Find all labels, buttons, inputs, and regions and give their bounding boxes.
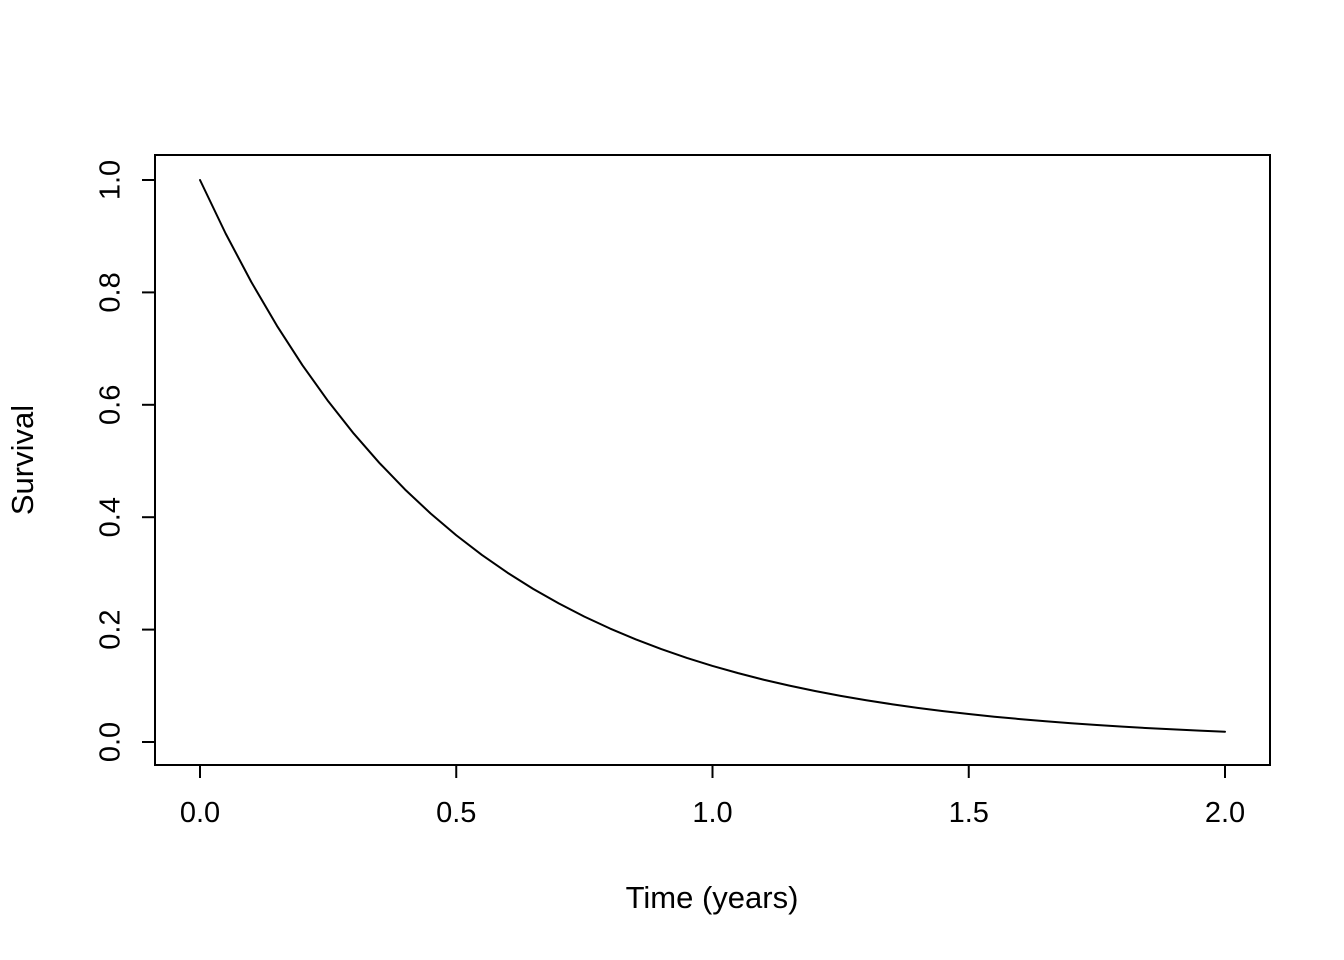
y-tick-label: 0.6 [95,385,127,425]
survival-curve-line [199,179,1226,733]
x-axis: 0.0 0.5 1.0 1.5 2.0 [180,765,1245,829]
y-tick-label: 0.4 [95,497,127,537]
y-axis-label: Survival [5,405,40,515]
survival-curve [199,179,1226,733]
y-tick-label: 1.0 [95,160,127,200]
y-tick-label: 0.0 [95,722,127,762]
y-tick-label: 0.2 [95,609,127,649]
y-axis: 0.0 0.2 0.4 0.6 0.8 1.0 [95,160,155,762]
x-tick-label: 1.0 [692,797,732,829]
x-tick-label: 0.0 [180,797,220,829]
y-tick-label: 0.8 [95,272,127,312]
plot-box [154,154,1271,766]
x-tick-label: 2.0 [1205,797,1245,829]
x-tick-label: 1.5 [949,797,989,829]
x-tick-label: 0.5 [436,797,476,829]
x-axis-label: Time (years) [626,880,799,915]
